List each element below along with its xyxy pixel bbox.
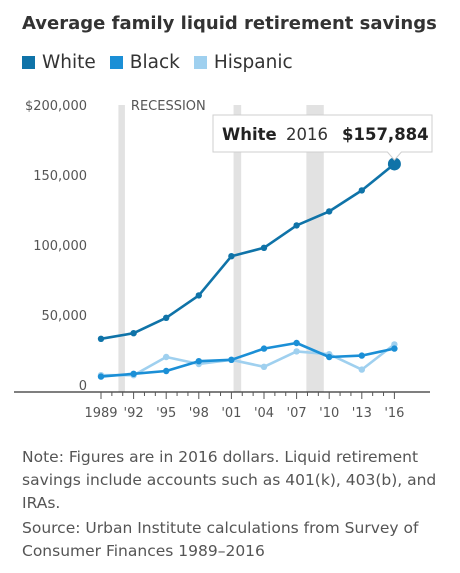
annotation-series-name: White bbox=[222, 125, 277, 144]
x-tick-label: '07 bbox=[287, 406, 307, 421]
legend-label-black: Black bbox=[129, 52, 180, 73]
data-point-black bbox=[293, 339, 300, 347]
highlight-point-white bbox=[387, 157, 401, 171]
y-tick-label: 150,000 bbox=[33, 169, 87, 184]
legend-swatch-hispanic bbox=[193, 56, 207, 69]
recession-band-2 bbox=[233, 105, 242, 392]
series-line-black bbox=[100, 341, 395, 378]
x-tick-label: '16 bbox=[384, 406, 404, 421]
data-point-hispanic bbox=[260, 363, 268, 370]
x-tick-label: '13 bbox=[352, 406, 372, 421]
data-point-white bbox=[195, 292, 202, 299]
x-tick-label: '98 bbox=[189, 406, 209, 421]
data-point-white bbox=[130, 330, 137, 337]
data-point-black bbox=[326, 353, 333, 361]
legend-label-hispanic: Hispanic bbox=[213, 52, 293, 73]
data-point-black bbox=[97, 373, 105, 380]
data-point-black bbox=[163, 367, 170, 375]
legend-item-white: White bbox=[22, 52, 96, 73]
line-chart: RECESSION $200,000 150,000 100,000 50,000 0 19… bbox=[14, 99, 433, 421]
note-text: Note: Figures are in 2016 dollars. Liqui… bbox=[22, 448, 437, 512]
data-point-black bbox=[228, 356, 235, 363]
data-point-white bbox=[358, 187, 365, 194]
data-point-hispanic bbox=[358, 366, 365, 373]
data-point-black bbox=[391, 345, 398, 352]
data-point-black bbox=[130, 370, 137, 377]
data-point-white bbox=[260, 244, 268, 251]
x-tick-label: '95 bbox=[156, 406, 176, 421]
y-tick-label: 100,000 bbox=[33, 239, 87, 254]
annotation-value: $157,884 bbox=[342, 125, 429, 144]
data-point-hispanic bbox=[163, 353, 170, 361]
footnote: Note: Figures are in 2016 dollars. Liqui… bbox=[22, 446, 442, 565]
y-tick-label: 0 bbox=[79, 379, 87, 394]
legend: White Black Hispanic bbox=[22, 52, 307, 73]
series-line-hispanic bbox=[101, 343, 396, 377]
annotation-box bbox=[212, 114, 433, 161]
data-point-white bbox=[163, 314, 170, 321]
source-text: Source: Urban Institute calculations fro… bbox=[22, 519, 419, 560]
legend-swatch-white bbox=[22, 56, 35, 69]
y-tick-label: 50,000 bbox=[42, 309, 88, 324]
legend-label-white: White bbox=[42, 52, 96, 73]
series-line-white bbox=[100, 162, 396, 341]
x-tick-label: '10 bbox=[319, 406, 339, 421]
legend-swatch-black bbox=[109, 56, 123, 69]
x-tick-label: '04 bbox=[254, 406, 274, 421]
data-point-white bbox=[97, 335, 105, 342]
data-point-black bbox=[195, 358, 202, 365]
data-point-white bbox=[228, 253, 235, 260]
legend-item-black: Black bbox=[109, 52, 180, 73]
chart-title: Average family liquid retirement savings bbox=[22, 13, 437, 34]
recession-band-3 bbox=[306, 105, 324, 392]
data-point-black bbox=[260, 345, 268, 352]
x-tick-label: '92 bbox=[124, 406, 144, 421]
x-tick-label: '01 bbox=[221, 406, 241, 421]
legend-item-hispanic: Hispanic bbox=[193, 52, 293, 73]
recession-band-1 bbox=[118, 105, 125, 392]
annotation-callout: White 2016 $157,884 bbox=[212, 114, 433, 161]
y-tick-label: $200,000 bbox=[25, 99, 87, 114]
data-point-black bbox=[358, 352, 365, 359]
data-point-hispanic bbox=[293, 348, 300, 355]
data-point-white bbox=[326, 208, 333, 215]
recession-label: RECESSION bbox=[131, 99, 206, 114]
x-tick-label: 1989 bbox=[84, 406, 117, 421]
data-point-white bbox=[293, 222, 300, 229]
annotation-year: 2016 bbox=[286, 125, 328, 144]
